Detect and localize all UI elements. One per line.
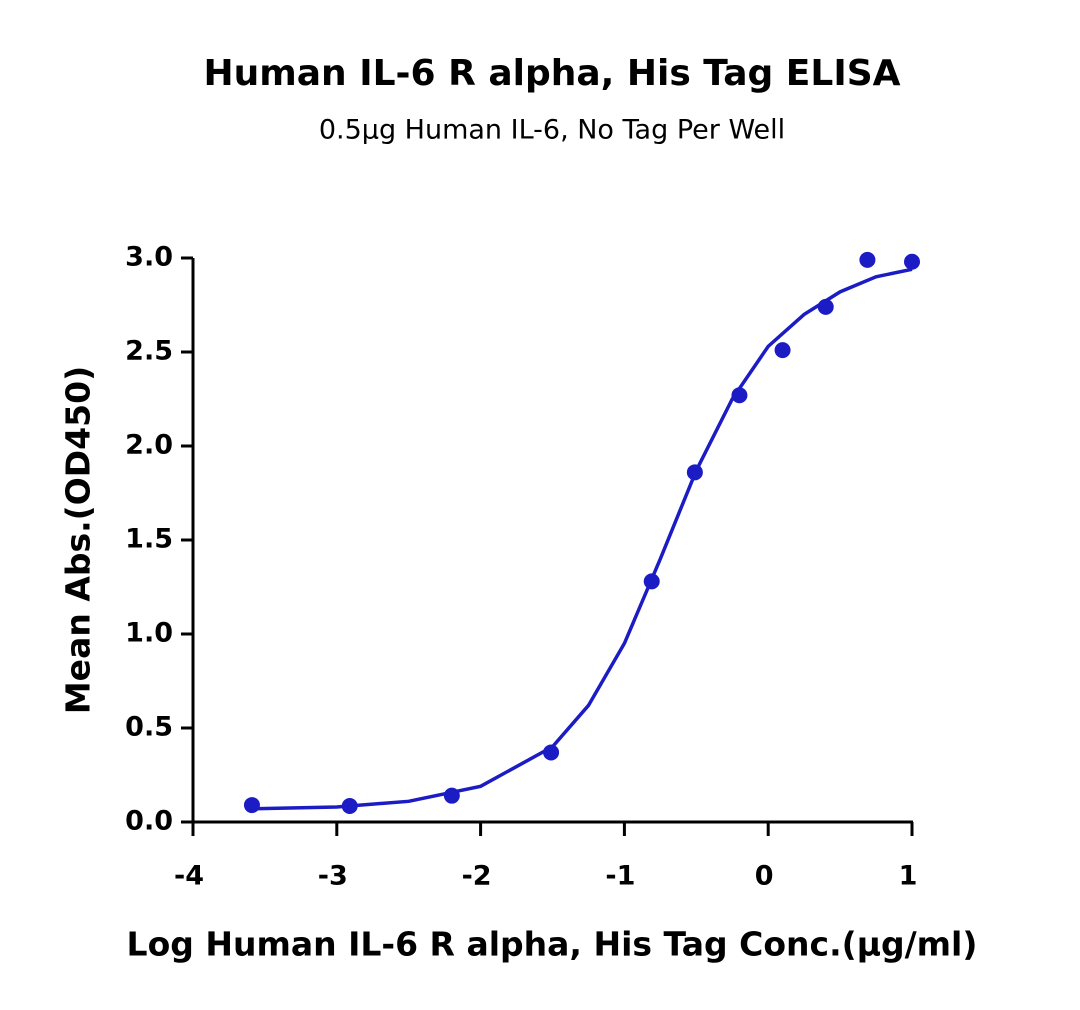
x-tick-label: -4 (174, 861, 204, 892)
fit-curve (250, 267, 913, 811)
y-tick-label: 0.5 (125, 712, 173, 743)
x-tick-label: -2 (462, 861, 492, 892)
y-tick-label: 3.0 (125, 242, 173, 273)
y-tick-label: 2.5 (125, 336, 173, 367)
y-axis-label: Mean Abs.(OD450) (59, 366, 98, 714)
chart-title: Human IL-6 R alpha, His Tag ELISA (203, 53, 900, 94)
data-point (904, 253, 920, 270)
x-tick-label: 0 (755, 861, 774, 892)
y-tick-label: 2.0 (125, 430, 173, 461)
chart-subtitle: 0.5µg Human IL-6, No Tag Per Well (319, 115, 785, 146)
data-point (774, 342, 791, 359)
y-tick-label: 1.0 (125, 618, 173, 649)
x-tick-label: -1 (605, 861, 635, 892)
y-tick-label: 0.0 (125, 806, 173, 837)
x-axis-label: Log Human IL-6 R alpha, His Tag Conc.(µg… (127, 925, 978, 964)
data-point (243, 797, 260, 814)
x-tick-label: 1 (899, 861, 918, 892)
x-tick-label: -3 (318, 861, 348, 892)
data-point (859, 251, 876, 268)
y-tick-label: 1.5 (125, 524, 173, 555)
